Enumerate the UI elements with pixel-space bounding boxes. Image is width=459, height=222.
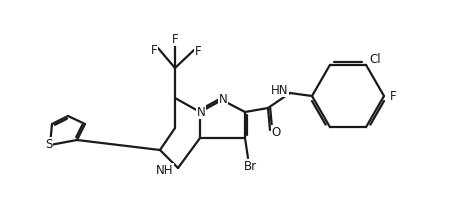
Text: F: F: [389, 89, 396, 103]
Text: N: N: [196, 105, 205, 119]
Text: NH: NH: [155, 163, 173, 176]
Text: Cl: Cl: [368, 53, 380, 66]
Text: F: F: [151, 44, 157, 57]
Text: N: N: [218, 93, 227, 105]
Text: O: O: [271, 125, 280, 139]
Text: HN: HN: [270, 83, 287, 97]
Text: S: S: [45, 137, 53, 151]
Text: Br: Br: [243, 159, 256, 172]
Text: F: F: [171, 32, 178, 46]
Text: F: F: [194, 44, 201, 57]
